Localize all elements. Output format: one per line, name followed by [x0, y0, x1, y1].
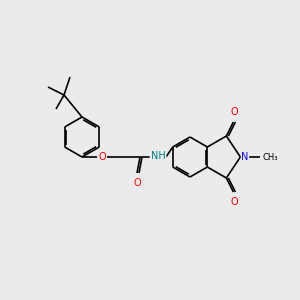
Text: O: O [133, 178, 141, 188]
Text: O: O [98, 152, 106, 162]
Text: O: O [231, 197, 238, 207]
Text: N: N [242, 152, 249, 162]
Text: CH₃: CH₃ [262, 152, 278, 161]
Text: O: O [231, 107, 238, 117]
Text: NH: NH [151, 151, 165, 161]
